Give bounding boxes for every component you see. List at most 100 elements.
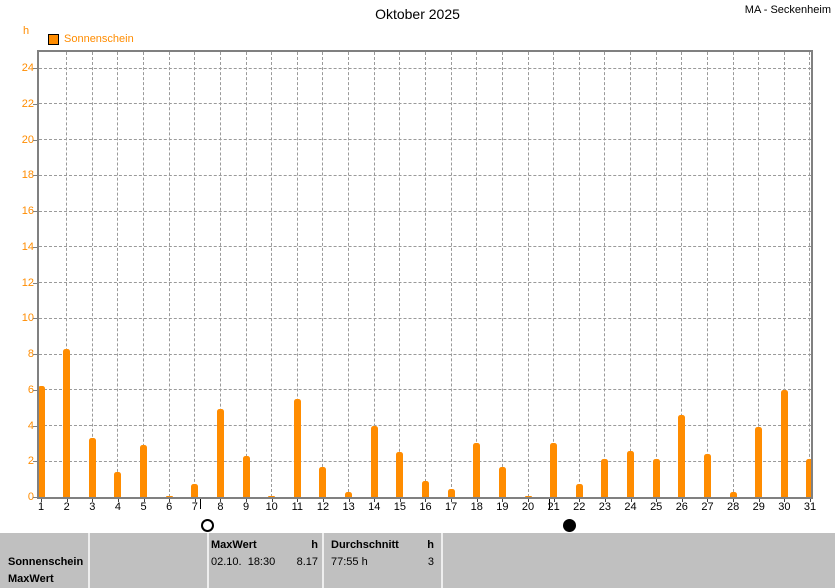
- vertical-gridline: [732, 52, 734, 497]
- x-axis-tick: [784, 499, 786, 502]
- x-axis-label: 1: [37, 501, 45, 513]
- vertical-gridline: [501, 52, 503, 497]
- horizontal-gridline: [39, 282, 811, 283]
- x-axis-label: 25: [650, 501, 663, 513]
- new-moon-icon: [562, 519, 576, 532]
- footer-durchschnitt-cell: Durchschnitt h 77:55 h 3: [331, 537, 434, 571]
- y-axis-unit-label: h: [23, 25, 30, 37]
- x-axis-label: 26: [675, 501, 688, 513]
- x-axis-label: 21: [547, 501, 560, 513]
- x-axis-tick: [374, 499, 376, 502]
- bar-day-25: [652, 459, 660, 497]
- vertical-gridline: [271, 52, 273, 497]
- horizontal-gridline: [39, 425, 811, 426]
- x-axis-label: 24: [624, 501, 637, 513]
- x-axis-label: 15: [393, 501, 406, 513]
- legend-label: Sonnenschein: [64, 33, 134, 45]
- vertical-gridline: [168, 52, 170, 497]
- bar-day-11: [293, 398, 301, 497]
- x-axis-label: 12: [316, 501, 330, 513]
- bar-day-6: [165, 495, 173, 497]
- vertical-gridline: [450, 52, 452, 497]
- vertical-gridline: [476, 52, 478, 497]
- x-axis-tick: [476, 499, 478, 502]
- horizontal-gridline: [39, 317, 811, 319]
- x-axis-tick: [707, 499, 709, 502]
- x-axis-tick: [553, 499, 555, 502]
- vertical-gridline: [194, 52, 196, 497]
- plot-area: [39, 52, 811, 497]
- x-axis-tick: [297, 499, 299, 502]
- y-axis-tick: [33, 139, 38, 141]
- vertical-gridline: [296, 52, 298, 497]
- bar-day-15: [396, 452, 404, 497]
- bar-day-20: [524, 495, 532, 497]
- footer-divider: [207, 533, 209, 588]
- x-axis-tick: [451, 499, 453, 502]
- y-axis-tick: [33, 497, 38, 498]
- durchschnitt-header: Durchschnitt: [331, 539, 399, 551]
- sonnenschein-swatch-icon: [48, 33, 59, 45]
- legend: Sonnenschein: [48, 33, 134, 45]
- x-axis-label: 4: [114, 501, 121, 513]
- x-axis-tick: [604, 499, 606, 502]
- bar-day-3: [88, 438, 96, 497]
- x-axis-label: 31: [803, 501, 817, 513]
- bar-day-13: [345, 491, 353, 497]
- horizontal-gridline: [39, 460, 811, 462]
- x-axis-tick: [630, 499, 632, 502]
- bar-day-27: [703, 454, 711, 497]
- y-axis-tick: [33, 211, 38, 212]
- maxwert-header: MaxWert: [211, 539, 257, 551]
- vertical-gridline: [758, 52, 760, 497]
- vertical-gridline: [399, 52, 401, 497]
- y-axis-label: 10: [21, 312, 34, 325]
- x-axis-tick: [143, 499, 145, 502]
- x-axis-label: 16: [419, 501, 432, 513]
- x-axis-label: 8: [217, 501, 224, 513]
- x-axis-tick: [579, 499, 581, 502]
- bar-day-16: [421, 480, 429, 497]
- footer-divider: [322, 533, 324, 588]
- horizontal-gridline: [39, 246, 811, 248]
- y-axis-label: 16: [21, 205, 34, 217]
- x-axis-tick: [92, 499, 94, 502]
- bar-day-24: [627, 450, 635, 497]
- x-axis-label: 3: [89, 501, 96, 513]
- x-axis-label: 7: [191, 501, 198, 513]
- x-axis-label: 22: [573, 501, 586, 513]
- y-axis-label: 4: [27, 419, 34, 432]
- x-axis-label: 14: [368, 501, 381, 513]
- y-axis-tick: [33, 175, 38, 177]
- x-axis-tick: [502, 499, 504, 502]
- x-axis-tick: [41, 499, 42, 502]
- y-axis-tick: [33, 461, 38, 463]
- y-axis-tick: [33, 246, 38, 248]
- y-axis-tick: [33, 389, 38, 391]
- x-axis-tick: [117, 499, 119, 502]
- x-axis-tick: [66, 499, 68, 502]
- footer-maxwert-cell: MaxWert h 02.10. 18:30 8.17: [211, 537, 318, 571]
- x-axis-label: 28: [726, 501, 740, 513]
- vertical-gridline: [604, 52, 606, 497]
- bar-day-9: [242, 455, 250, 497]
- horizontal-gridline: [39, 103, 811, 105]
- y-axis-tick: [33, 425, 38, 427]
- x-axis-tick: [733, 499, 735, 502]
- bar-day-5: [140, 445, 148, 497]
- vertical-gridline: [117, 52, 119, 497]
- station-label: MA - Seckenheim: [744, 4, 831, 16]
- bar-day-19: [498, 466, 506, 497]
- bar-day-30: [780, 389, 788, 497]
- x-axis-tick: [425, 499, 427, 502]
- vertical-gridline: [630, 52, 632, 497]
- vertical-gridline: [91, 52, 93, 497]
- x-axis-tick: [681, 499, 683, 502]
- x-axis-label: 17: [445, 501, 458, 513]
- y-axis-label: 20: [21, 133, 34, 146]
- maxwert-unit: h: [311, 539, 318, 551]
- durchschnitt-total: 77:55 h: [331, 556, 368, 568]
- x-axis-tick: [399, 499, 401, 502]
- bar-day-18: [473, 443, 481, 497]
- footer-row-label-series: Sonnenschein: [8, 556, 84, 568]
